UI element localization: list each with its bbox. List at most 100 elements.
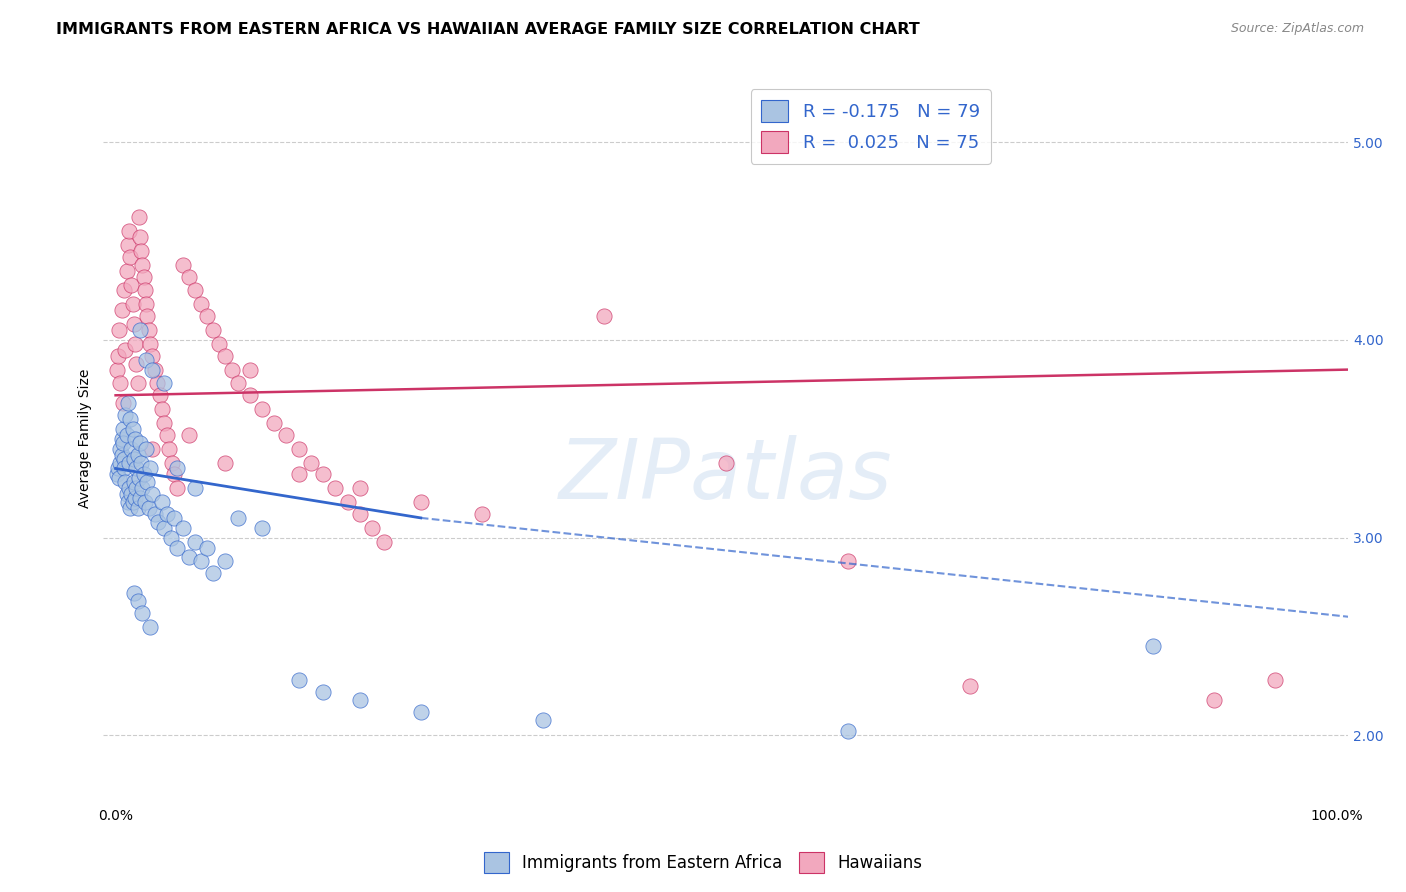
Point (121, 495, 143, 509)
Text: IMMIGRANTS FROM EASTERN AFRICA VS HAWAIIAN AVERAGE FAMILY SIZE CORRELATION CHART: IMMIGRANTS FROM EASTERN AFRICA VS HAWAII… (56, 22, 920, 37)
Point (114, 343, 136, 357)
Point (208, 337, 231, 351)
Point (336, 495, 359, 509)
Point (120, 277, 142, 292)
Point (136, 309, 159, 323)
Point (111, 435, 134, 450)
Point (138, 501, 160, 516)
Point (323, 481, 346, 495)
Point (117, 495, 139, 509)
Point (226, 376, 249, 391)
Point (112, 451, 135, 466)
Point (146, 376, 169, 391)
Point (125, 481, 148, 495)
Point (134, 284, 156, 298)
Point (112, 284, 135, 298)
Point (124, 491, 146, 505)
Point (312, 467, 335, 482)
Point (127, 376, 149, 391)
Point (287, 467, 309, 482)
Point (121, 422, 143, 436)
Point (221, 362, 243, 376)
Point (148, 388, 170, 402)
Point (1264, 673, 1286, 687)
Point (837, 554, 859, 568)
Point (153, 376, 176, 391)
Point (136, 475, 159, 490)
Point (159, 531, 181, 545)
Point (202, 566, 225, 581)
Point (107, 461, 129, 475)
Point (139, 337, 162, 351)
Point (120, 250, 142, 264)
Point (166, 461, 188, 475)
Point (111, 448, 134, 462)
Point (239, 362, 262, 376)
Y-axis label: Average Family Size: Average Family Size (79, 369, 93, 508)
Point (299, 456, 322, 470)
Point (226, 511, 249, 525)
Point (177, 550, 200, 565)
Point (114, 475, 136, 490)
Point (111, 422, 134, 436)
Point (122, 451, 145, 466)
Point (120, 501, 142, 516)
Point (111, 396, 134, 410)
Point (287, 673, 309, 687)
Point (156, 427, 179, 442)
Point (160, 456, 183, 470)
Point (118, 481, 141, 495)
Point (132, 269, 155, 284)
Point (287, 442, 309, 456)
Point (110, 456, 132, 470)
Point (129, 491, 152, 505)
Point (127, 501, 149, 516)
Point (214, 456, 236, 470)
Point (195, 541, 218, 555)
Point (837, 724, 859, 739)
Point (115, 263, 138, 277)
Point (150, 402, 173, 417)
Point (214, 554, 236, 568)
Point (361, 521, 384, 535)
Point (276, 427, 298, 442)
Point (111, 432, 134, 446)
Point (184, 481, 207, 495)
Point (105, 362, 128, 376)
Point (105, 467, 128, 482)
Point (118, 224, 141, 238)
Point (239, 388, 262, 402)
Point (131, 606, 153, 620)
Point (190, 297, 212, 311)
Point (471, 507, 494, 521)
Point (129, 230, 152, 244)
Point (195, 309, 218, 323)
Point (143, 507, 166, 521)
Point (135, 297, 157, 311)
Point (114, 408, 136, 422)
Point (139, 620, 162, 634)
Point (150, 495, 173, 509)
Point (959, 679, 981, 693)
Point (156, 507, 179, 521)
Point (172, 521, 194, 535)
Point (134, 495, 156, 509)
Point (129, 456, 152, 470)
Point (153, 416, 176, 430)
Point (172, 258, 194, 272)
Point (349, 507, 371, 521)
Point (129, 244, 152, 258)
Legend: R = -0.175   N = 79, R =  0.025   N = 75: R = -0.175 N = 79, R = 0.025 N = 75 (751, 89, 991, 164)
Point (129, 435, 152, 450)
Point (714, 456, 737, 470)
Point (139, 461, 162, 475)
Point (141, 362, 163, 376)
Point (131, 258, 153, 272)
Point (115, 487, 138, 501)
Point (135, 352, 157, 367)
Point (127, 448, 149, 462)
Point (349, 693, 371, 707)
Point (138, 323, 160, 337)
Point (125, 357, 148, 371)
Point (125, 461, 148, 475)
